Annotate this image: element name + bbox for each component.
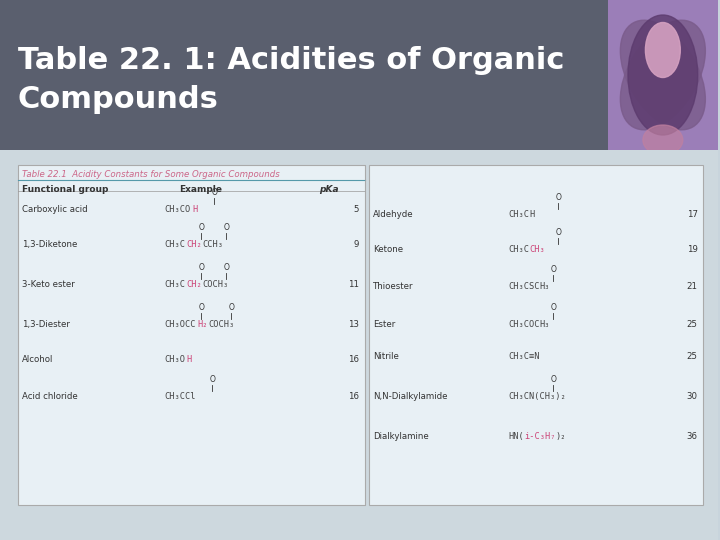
Text: 21: 21 (687, 282, 698, 291)
Text: Dialkylamine: Dialkylamine (373, 432, 428, 441)
FancyBboxPatch shape (0, 150, 718, 540)
Text: N,N-Dialkylamide: N,N-Dialkylamide (373, 392, 447, 401)
Text: 17: 17 (687, 210, 698, 219)
Ellipse shape (645, 23, 680, 78)
Text: H₃: H₃ (539, 282, 550, 291)
Text: O: O (223, 223, 229, 232)
Text: )₂: )₂ (555, 432, 565, 441)
Text: Ketone: Ketone (373, 245, 403, 254)
Text: 5: 5 (354, 205, 359, 214)
Text: Example: Example (179, 185, 222, 194)
FancyBboxPatch shape (369, 165, 703, 505)
Text: O: O (199, 303, 204, 312)
Text: H: H (529, 210, 534, 219)
Text: 30: 30 (687, 392, 698, 401)
Text: CH₃COC: CH₃COC (508, 320, 540, 329)
Text: Table 22.1  Acidity Constants for Some Organic Compounds: Table 22.1 Acidity Constants for Some Or… (22, 170, 279, 179)
Text: Acid chloride: Acid chloride (22, 392, 78, 401)
Text: 1,3-Diester: 1,3-Diester (22, 320, 70, 329)
Text: Ester: Ester (373, 320, 395, 329)
Text: 3-Keto ester: 3-Keto ester (22, 280, 75, 289)
Text: CH₃OCC: CH₃OCC (164, 320, 196, 329)
Text: O: O (550, 375, 556, 384)
Text: H₃: H₃ (539, 320, 550, 329)
Text: CCH₃: CCH₃ (203, 240, 224, 249)
Text: CH₃C: CH₃C (164, 280, 186, 289)
Text: 25: 25 (687, 320, 698, 329)
Text: H: H (192, 205, 197, 214)
Text: CH₃C: CH₃C (508, 210, 529, 219)
Text: CH₂: CH₂ (186, 240, 202, 249)
Text: O: O (210, 375, 215, 384)
Text: CH₃O: CH₃O (164, 355, 186, 364)
Text: 11: 11 (348, 280, 359, 289)
FancyBboxPatch shape (18, 165, 365, 505)
Text: O: O (199, 223, 204, 232)
Text: CH₃C≡N: CH₃C≡N (508, 352, 540, 361)
Text: Table 22. 1: Acidities of Organic
Compounds: Table 22. 1: Acidities of Organic Compou… (18, 46, 564, 113)
FancyBboxPatch shape (0, 0, 718, 150)
Text: 16: 16 (348, 392, 359, 401)
Text: CH₃: CH₃ (529, 245, 545, 254)
Text: CH₃CCl: CH₃CCl (164, 392, 196, 401)
Text: O: O (555, 193, 561, 202)
Text: CH₃CN(CH₃)₂: CH₃CN(CH₃)₂ (508, 392, 566, 401)
Text: CH₃C: CH₃C (164, 240, 186, 249)
Text: COCH₃: COCH₃ (203, 280, 229, 289)
Ellipse shape (621, 20, 706, 130)
Text: O: O (223, 263, 229, 272)
Text: CH₃CO: CH₃CO (164, 205, 191, 214)
Text: Functional group: Functional group (22, 185, 108, 194)
Text: H: H (186, 355, 192, 364)
Text: Alcohol: Alcohol (22, 355, 53, 364)
Text: HN(: HN( (508, 432, 524, 441)
Ellipse shape (628, 15, 698, 135)
Text: CH₂: CH₂ (186, 280, 202, 289)
Ellipse shape (621, 20, 706, 130)
Text: O: O (228, 303, 234, 312)
Text: O: O (199, 263, 204, 272)
Text: CH₃C: CH₃C (508, 245, 529, 254)
Text: O: O (550, 265, 556, 274)
Text: O: O (550, 303, 556, 312)
Text: Aldehyde: Aldehyde (373, 210, 413, 219)
Text: 1,3-Diketone: 1,3-Diketone (22, 240, 77, 249)
Text: 16: 16 (348, 355, 359, 364)
Text: CH₃CSC: CH₃CSC (508, 282, 540, 291)
Text: Thioester: Thioester (373, 282, 413, 291)
Text: i-C₃H₇: i-C₃H₇ (524, 432, 555, 441)
Text: 19: 19 (687, 245, 698, 254)
Text: Carboxylic acid: Carboxylic acid (22, 205, 88, 214)
Text: 9: 9 (354, 240, 359, 249)
Text: pKa: pKa (319, 185, 339, 194)
Ellipse shape (643, 125, 683, 155)
Text: 25: 25 (687, 352, 698, 361)
Text: H₂: H₂ (197, 320, 208, 329)
Text: COCH₃: COCH₃ (208, 320, 235, 329)
Text: O: O (212, 188, 217, 197)
FancyBboxPatch shape (608, 0, 718, 150)
Text: 36: 36 (687, 432, 698, 441)
Text: 13: 13 (348, 320, 359, 329)
Text: Nitrile: Nitrile (373, 352, 399, 361)
Text: O: O (555, 228, 561, 237)
